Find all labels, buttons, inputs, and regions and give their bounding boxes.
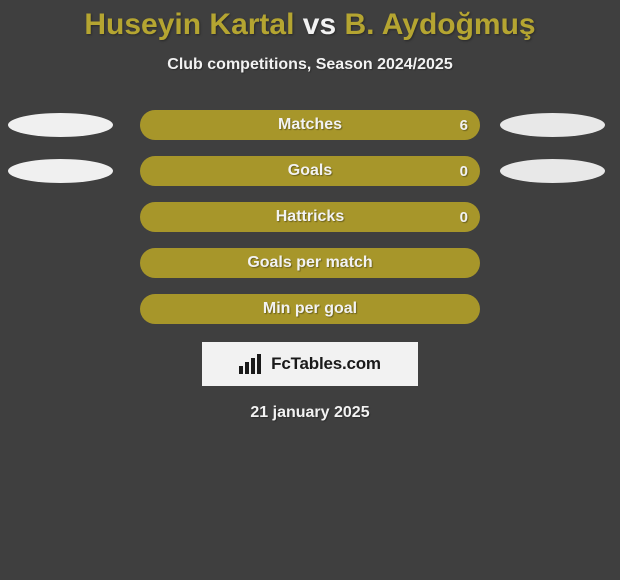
title-vs: vs [303, 8, 336, 41]
stat-row-min-per-goal: Min per goal [0, 294, 620, 324]
stat-row-hattricks: Hattricks 0 [0, 202, 620, 232]
stat-label: Hattricks [140, 208, 480, 226]
stat-bar: Matches 6 [140, 110, 480, 140]
page-title: Huseyin Kartal vs B. Aydoğmuş [0, 0, 620, 42]
title-player2: B. Aydoğmuş [345, 8, 536, 41]
stat-row-goals: Goals 0 [0, 156, 620, 186]
comparison-infographic: Huseyin Kartal vs B. Aydoğmuş Club compe… [0, 0, 620, 580]
stat-value: 0 [460, 163, 468, 180]
stat-bar: Min per goal [140, 294, 480, 324]
subtitle: Club competitions, Season 2024/2025 [0, 56, 620, 74]
bars-chart-icon [239, 354, 265, 374]
date-text: 21 january 2025 [0, 404, 620, 422]
stat-label: Goals [140, 162, 480, 180]
player1-value-ellipse [8, 113, 113, 137]
stats-rows: Matches 6 Goals 0 Hattricks 0 Goals [0, 110, 620, 324]
stat-value: 6 [460, 117, 468, 134]
stat-bar: Goals per match [140, 248, 480, 278]
stat-label: Matches [140, 116, 480, 134]
stat-bar: Goals 0 [140, 156, 480, 186]
brand-text: FcTables.com [271, 354, 381, 374]
stat-label: Min per goal [140, 300, 480, 318]
stat-row-goals-per-match: Goals per match [0, 248, 620, 278]
player2-value-ellipse [500, 159, 605, 183]
player2-value-ellipse [500, 113, 605, 137]
stat-bar: Hattricks 0 [140, 202, 480, 232]
stat-label: Goals per match [140, 254, 480, 272]
title-player1: Huseyin Kartal [84, 8, 294, 41]
stat-value: 0 [460, 209, 468, 226]
stat-row-matches: Matches 6 [0, 110, 620, 140]
player1-value-ellipse [8, 159, 113, 183]
brand-badge: FcTables.com [202, 342, 418, 386]
